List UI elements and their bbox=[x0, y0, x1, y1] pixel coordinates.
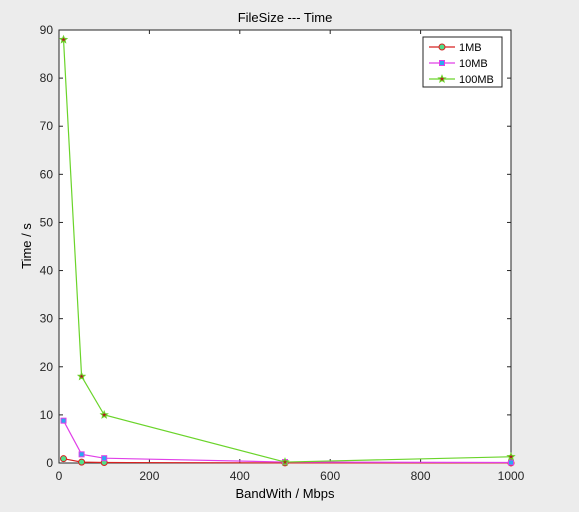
legend-item: 1MB bbox=[429, 42, 482, 54]
y-tick-label: 30 bbox=[40, 312, 54, 326]
data-point bbox=[60, 417, 67, 424]
y-tick-label: 10 bbox=[40, 408, 54, 422]
legend-marker bbox=[439, 60, 445, 66]
y-tick-label: 50 bbox=[40, 215, 54, 229]
y-tick-label: 70 bbox=[40, 119, 54, 133]
x-tick-label: 400 bbox=[230, 469, 250, 483]
y-tick-label: 20 bbox=[40, 360, 54, 374]
series-100mb bbox=[58, 34, 516, 467]
x-tick-label: 200 bbox=[139, 469, 159, 483]
legend-marker bbox=[437, 74, 447, 83]
legend: 1MB 10MB 100MB bbox=[422, 36, 503, 88]
x-tick-label: 1000 bbox=[498, 469, 525, 483]
y-axis-label: Time / s bbox=[19, 223, 34, 269]
x-axis-label: BandWith / Mbps bbox=[236, 486, 335, 501]
data-point bbox=[101, 455, 108, 462]
plot-area bbox=[58, 29, 512, 464]
x-tick-label: 800 bbox=[411, 469, 431, 483]
legend-item: 10MB bbox=[429, 58, 488, 70]
y-tick-label: 80 bbox=[40, 71, 54, 85]
data-point bbox=[60, 455, 68, 463]
data-point bbox=[506, 451, 516, 461]
data-point bbox=[78, 458, 86, 466]
legend-label: 100MB bbox=[459, 74, 494, 86]
chart-title: FileSize --- Time bbox=[238, 10, 333, 25]
y-tick-label: 0 bbox=[46, 456, 53, 470]
data-point bbox=[78, 451, 85, 458]
legend-item: 100MB bbox=[429, 74, 494, 86]
y-tick-label: 60 bbox=[40, 167, 54, 181]
x-tick-label: 0 bbox=[56, 469, 63, 483]
y-tick-label: 90 bbox=[40, 23, 54, 37]
data-point bbox=[58, 34, 69, 44]
data-point bbox=[99, 409, 109, 419]
legend-label: 10MB bbox=[459, 58, 488, 70]
x-tick-label: 600 bbox=[320, 469, 340, 483]
y-tick-label: 40 bbox=[40, 264, 54, 278]
data-point bbox=[76, 371, 87, 381]
legend-label: 1MB bbox=[459, 42, 482, 54]
legend-marker bbox=[438, 43, 446, 51]
axis-ticks: 0 200 400 600 800 1000 0 10 20 30 40 50 60 70 80 90 bbox=[40, 23, 525, 483]
data-point bbox=[508, 459, 514, 466]
data-point bbox=[280, 457, 290, 467]
series-layer bbox=[58, 34, 516, 467]
